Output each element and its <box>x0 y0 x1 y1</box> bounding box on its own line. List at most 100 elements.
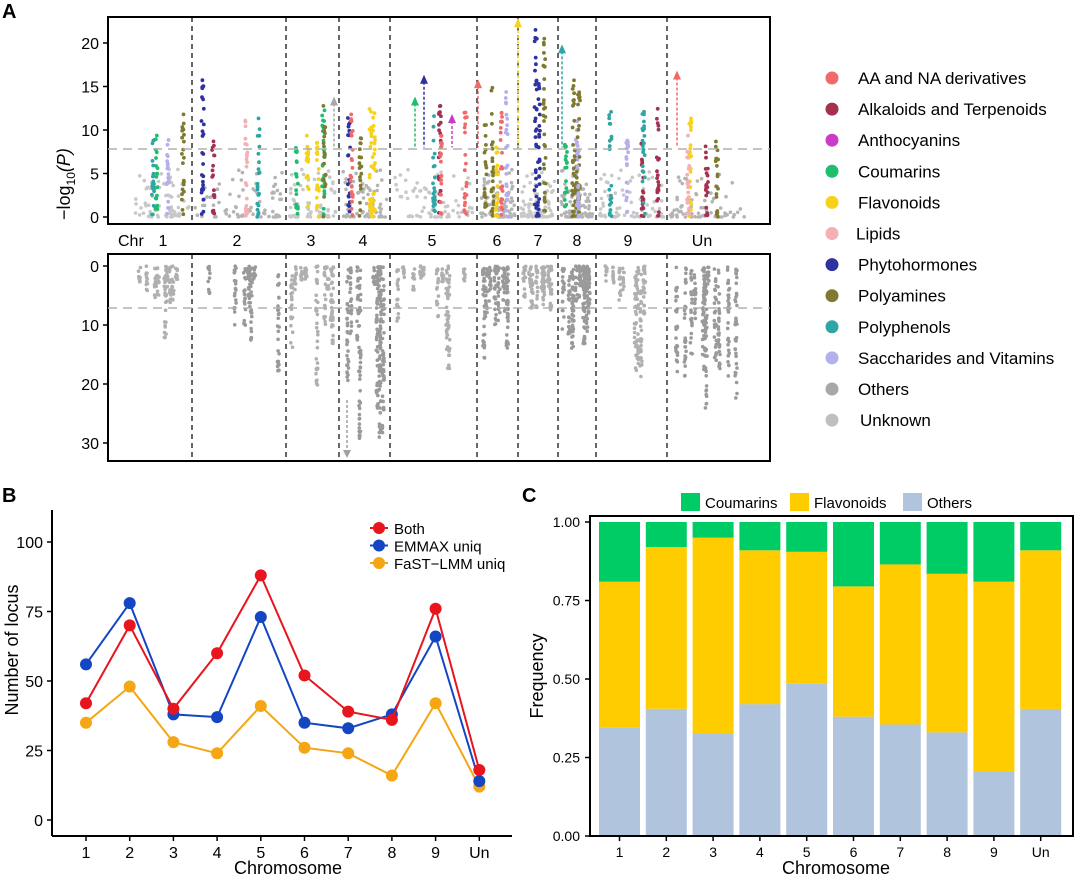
point-background <box>509 207 514 211</box>
point-significant <box>577 90 582 95</box>
point-bottom <box>357 406 362 411</box>
point-bottom <box>642 286 646 291</box>
point-bottom <box>163 325 167 329</box>
point-significant <box>165 166 170 171</box>
point-bottom <box>638 310 642 314</box>
point-background <box>728 210 733 214</box>
point-bottom <box>357 369 362 374</box>
point-bottom <box>154 274 158 279</box>
point-bottom <box>174 266 178 271</box>
point-bottom <box>534 264 538 269</box>
point-bottom <box>380 394 385 399</box>
point-significant <box>537 124 542 128</box>
point-significant <box>256 193 261 197</box>
point-background <box>646 177 651 181</box>
point-bottom <box>481 279 486 283</box>
point-bottom <box>357 403 361 408</box>
point-significant <box>155 185 160 190</box>
point-bottom <box>441 279 445 284</box>
point-bottom <box>232 310 237 314</box>
point-significant <box>494 172 499 177</box>
point-significant <box>570 87 575 91</box>
point-significant <box>322 108 327 113</box>
point-bottom <box>378 354 382 358</box>
point-background <box>457 215 462 219</box>
point-background <box>333 210 338 214</box>
point-bottom <box>377 295 381 300</box>
point-background <box>224 208 229 212</box>
point-bottom <box>689 336 693 340</box>
point-background <box>512 212 516 216</box>
point-bottom <box>382 331 386 335</box>
point-bottom <box>171 292 176 296</box>
point-significant <box>624 155 629 159</box>
point-background <box>711 196 716 201</box>
point-significant <box>166 199 171 204</box>
point-bottom <box>570 285 575 289</box>
point-bottom <box>323 282 328 287</box>
legend-swatch <box>373 539 385 552</box>
point-bottom <box>381 351 386 355</box>
point-bottom <box>346 366 351 370</box>
point-background <box>176 167 180 172</box>
point-significant <box>359 186 363 191</box>
point-significant <box>564 186 569 191</box>
point-bottom <box>481 333 486 337</box>
point-bottom <box>375 313 379 318</box>
point-bottom <box>586 273 590 277</box>
point-background <box>668 213 673 217</box>
point-background <box>362 187 366 191</box>
point-bottom <box>375 286 380 291</box>
point-significant <box>495 184 500 189</box>
point-bottom <box>358 268 363 273</box>
point-background <box>366 192 370 197</box>
point-background <box>292 198 297 203</box>
point-significant <box>201 162 206 166</box>
point-bottom <box>493 316 498 321</box>
point-bottom <box>502 309 507 313</box>
point-significant <box>463 130 467 135</box>
point-significant <box>703 144 708 149</box>
point-bottom <box>576 276 581 281</box>
chromosome-label: 5 <box>428 233 437 250</box>
point-bottom <box>506 319 510 323</box>
point-significant <box>570 125 575 130</box>
point-significant <box>245 160 250 165</box>
point-significant <box>150 159 155 163</box>
point-background <box>657 206 662 211</box>
point-significant <box>296 181 300 186</box>
point-significant <box>543 209 548 213</box>
point-significant <box>211 208 216 213</box>
point-background <box>527 205 531 209</box>
point-bottom <box>690 269 694 273</box>
point-background <box>720 215 724 219</box>
point-bottom <box>485 310 489 315</box>
point-significant <box>294 205 298 210</box>
point-significant <box>464 181 469 186</box>
point-bottom <box>690 352 694 356</box>
point-significant <box>431 124 436 129</box>
point-bottom <box>396 316 401 320</box>
point-background <box>587 204 591 208</box>
point-bottom <box>634 274 638 278</box>
point-significant <box>181 212 186 217</box>
point-bottom <box>315 361 320 365</box>
point-bottom <box>574 298 578 302</box>
point-background <box>599 196 604 201</box>
point-significant <box>243 118 248 123</box>
point-significant <box>256 151 261 156</box>
point-significant <box>439 151 443 156</box>
point-bottom <box>137 279 142 284</box>
point-significant <box>655 190 660 195</box>
point-significant <box>640 164 645 169</box>
point-bottom <box>303 277 308 281</box>
point-background <box>603 215 608 219</box>
point-bottom <box>314 293 319 298</box>
point-background <box>383 215 388 219</box>
point-significant <box>562 198 567 202</box>
point-background <box>366 186 371 190</box>
point-significant <box>625 189 629 194</box>
point-significant <box>306 160 310 164</box>
point-significant <box>607 113 612 117</box>
